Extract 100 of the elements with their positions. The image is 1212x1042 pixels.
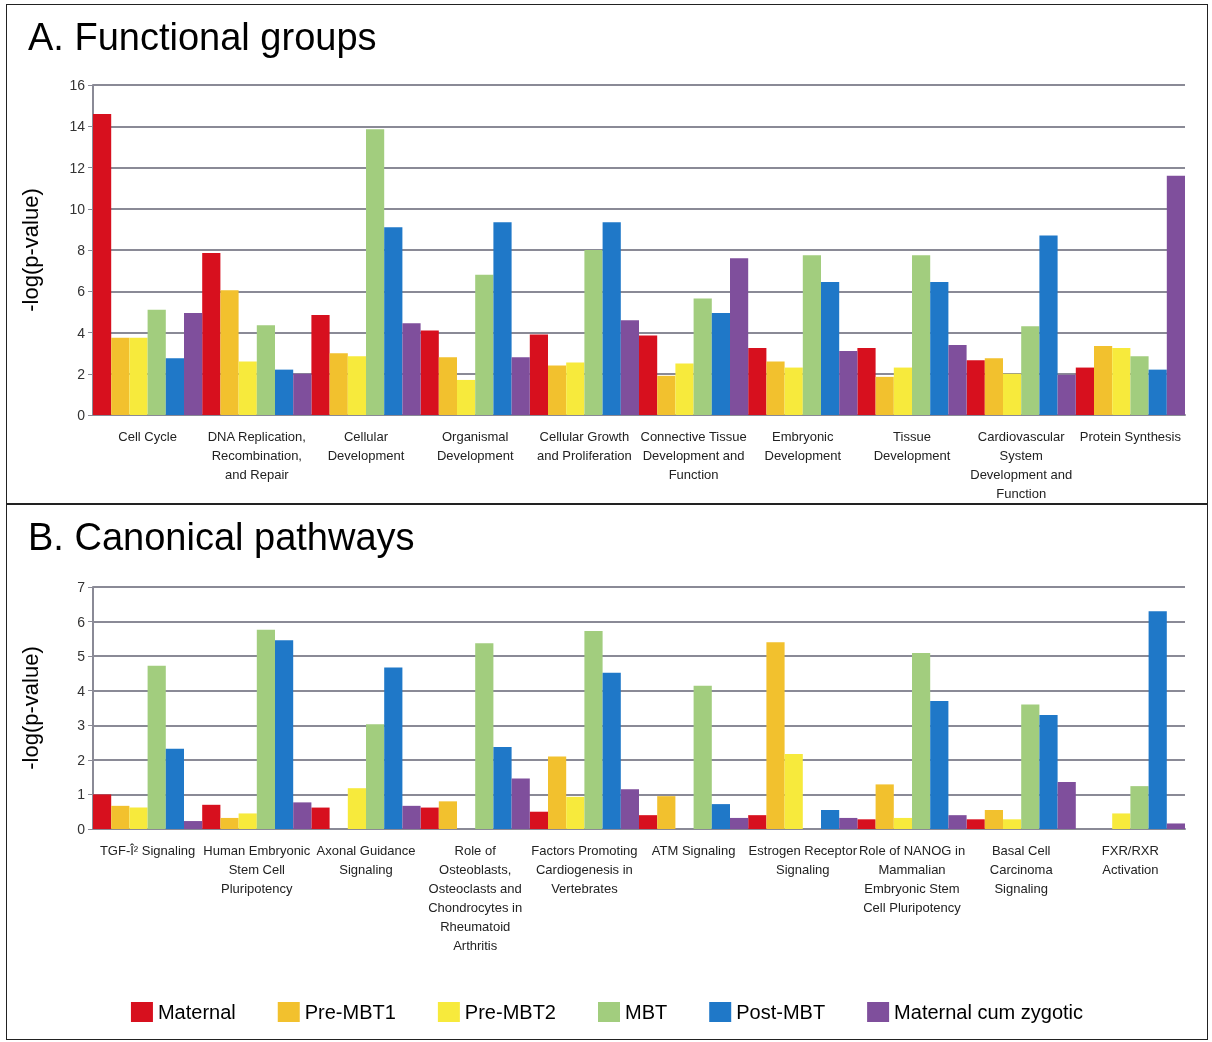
y-axis-title: -log(p-value) <box>17 188 43 312</box>
y-tick-label: 0 <box>77 821 86 837</box>
bar <box>1075 367 1094 415</box>
bar <box>1003 819 1022 829</box>
legend-label: Maternal cum zygotic <box>894 1001 1084 1023</box>
bar <box>256 325 275 415</box>
bar <box>438 357 457 415</box>
bar <box>875 376 894 415</box>
bar <box>147 309 166 415</box>
bar <box>529 334 548 415</box>
x-tick-label: Organismal Development <box>436 429 514 463</box>
x-tick-label: Cellular Development <box>327 429 405 463</box>
x-tick-label: Role of Osteoblasts, Osteoclasts and Chondrocytes in Rheumatoid Arthritis <box>428 843 523 953</box>
bar <box>293 373 312 415</box>
y-tick-label: 5 <box>77 648 86 665</box>
x-tick-label: TGF-Î² Signaling <box>99 843 196 858</box>
bar <box>1094 345 1113 415</box>
bar <box>1112 813 1131 829</box>
x-tick-label: Cardiovascular System Development and Function <box>970 429 1073 501</box>
bar <box>966 819 985 829</box>
x-tick-label: DNA Replication, Recombination, and Repair <box>207 429 306 482</box>
bar <box>821 809 840 829</box>
bar <box>93 794 112 829</box>
x-tick-label: Connective Tissue Development and Function <box>640 429 747 482</box>
x-tick-label: Estrogen Receptor Signaling <box>748 843 858 877</box>
bar <box>730 258 749 415</box>
bar <box>220 290 239 415</box>
bar <box>1130 356 1149 415</box>
bar <box>620 320 639 415</box>
bar <box>620 789 639 829</box>
bar <box>984 809 1003 829</box>
x-tick-label: Tissue Development <box>873 429 951 463</box>
y-tick-label: 3 <box>77 717 86 734</box>
bar <box>784 753 803 829</box>
bar <box>347 788 366 829</box>
bar <box>984 358 1003 415</box>
bar <box>93 113 112 415</box>
bar <box>1021 326 1040 415</box>
y-axis-title: -log(p-value) <box>17 646 43 770</box>
bar <box>1148 369 1167 415</box>
bar <box>548 365 567 415</box>
bar <box>748 347 767 415</box>
bar <box>711 804 730 829</box>
x-tick-label: Protein Synthesis <box>1079 429 1182 444</box>
y-tick-label: 6 <box>77 283 86 300</box>
bar <box>202 804 221 829</box>
bar <box>1021 704 1040 829</box>
bar <box>948 344 967 415</box>
bar <box>802 255 821 415</box>
bar <box>147 665 166 829</box>
legend-label: MBT <box>625 1001 668 1023</box>
bar <box>129 337 148 415</box>
bar <box>1148 611 1167 829</box>
bar <box>766 642 785 829</box>
bar <box>275 369 294 415</box>
bar <box>311 807 330 829</box>
x-tick-label: Embryonic Development <box>764 429 842 463</box>
bar <box>184 312 203 415</box>
x-tick-label: Axonal Guidance Signaling <box>316 843 416 877</box>
bar <box>165 748 184 829</box>
bar <box>256 629 275 829</box>
bar <box>402 323 421 415</box>
y-tick-label: 2 <box>77 751 86 768</box>
bar <box>748 815 767 829</box>
bar <box>711 312 730 415</box>
bar <box>966 360 985 415</box>
bar <box>675 363 694 415</box>
x-tick-label: Basal Cell Carcinoma Signaling <box>989 843 1054 896</box>
bar <box>1057 374 1076 415</box>
bar <box>238 813 257 829</box>
bar <box>1039 714 1058 829</box>
y-tick-label: 7 <box>77 579 86 595</box>
x-tick-label: Factors Promoting Cardiogenesis in Vertebrates <box>531 843 638 896</box>
bar <box>839 817 858 829</box>
bar <box>584 630 603 829</box>
y-tick-label: 0 <box>77 407 86 423</box>
bar <box>493 747 512 829</box>
bar <box>584 250 603 415</box>
legend-label: Pre-MBT1 <box>304 1001 396 1023</box>
y-tick-label: 4 <box>77 324 86 341</box>
bar <box>511 357 530 415</box>
bar <box>875 784 894 829</box>
bar <box>912 653 931 829</box>
bar <box>366 129 385 415</box>
y-tick-label: 10 <box>69 200 86 217</box>
y-tick-label: 12 <box>69 159 86 176</box>
legend-label: Pre-MBT2 <box>464 1001 556 1023</box>
bar <box>366 724 385 829</box>
bar <box>857 819 876 829</box>
bar <box>220 817 239 829</box>
bar <box>475 274 494 415</box>
bar <box>639 815 658 829</box>
bar <box>165 358 184 415</box>
bar <box>420 330 439 415</box>
bar <box>329 353 348 415</box>
bar <box>1130 786 1149 829</box>
bar <box>639 335 658 415</box>
bar <box>930 701 949 829</box>
bar <box>893 367 912 415</box>
bar <box>511 778 530 829</box>
